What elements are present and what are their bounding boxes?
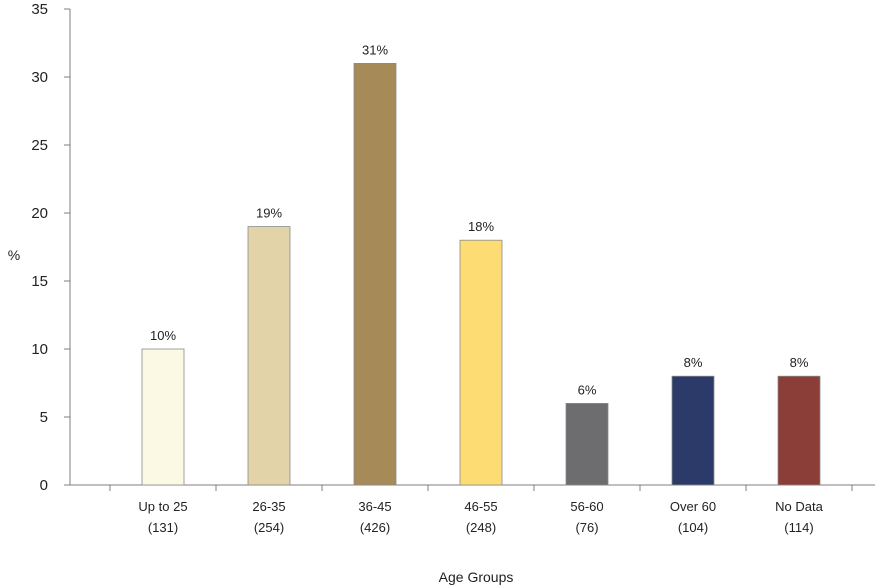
bar [141, 348, 185, 486]
bar [671, 375, 715, 486]
x-tick-label: Up to 25 [138, 499, 187, 514]
data-label: 8% [790, 355, 809, 370]
y-tick-label: 35 [31, 1, 48, 18]
x-axis-title: Age Groups [439, 569, 514, 585]
x-tick-label-count: (426) [360, 520, 390, 535]
bars [141, 63, 821, 486]
axes [64, 8, 875, 491]
labels: 0 5 10 15 20 25 30 35 10% Up to 25 (131) 19% 26-35 (2… [31, 1, 823, 535]
data-label: 19% [256, 206, 282, 221]
data-label: 18% [468, 219, 494, 234]
y-tick-label: 10 [31, 341, 48, 358]
x-tick-label: 56-60 [570, 499, 603, 514]
bar [459, 239, 503, 486]
x-tick-label-count: (254) [254, 520, 284, 535]
x-tick-label-count: (131) [148, 520, 178, 535]
x-tick-label: 26-35 [252, 499, 285, 514]
y-tick-label: 20 [31, 205, 48, 222]
x-tick-label: No Data [775, 499, 823, 514]
y-tick-label: 0 [40, 477, 48, 494]
x-tick-label: Over 60 [670, 499, 716, 514]
x-tick-label: 36-45 [358, 499, 391, 514]
x-tick-label: 46-55 [464, 499, 497, 514]
bar [247, 226, 291, 486]
y-tick-label: 30 [31, 69, 48, 86]
data-label: 10% [150, 328, 176, 343]
y-tick-label: 25 [31, 137, 48, 154]
bar [353, 63, 397, 486]
x-tick-label-count: (76) [575, 520, 598, 535]
data-label: 6% [578, 382, 597, 397]
data-label: 8% [684, 355, 703, 370]
x-tick-label-count: (248) [466, 520, 496, 535]
y-axis-title: % [8, 247, 20, 263]
y-tick-label: 15 [31, 273, 48, 290]
x-tick-label-count: (114) [784, 520, 813, 535]
data-label: 31% [362, 42, 388, 57]
bar [565, 402, 609, 486]
y-tick-label: 5 [40, 409, 48, 426]
x-tick-label-count: (104) [678, 520, 708, 535]
bar [777, 375, 821, 486]
